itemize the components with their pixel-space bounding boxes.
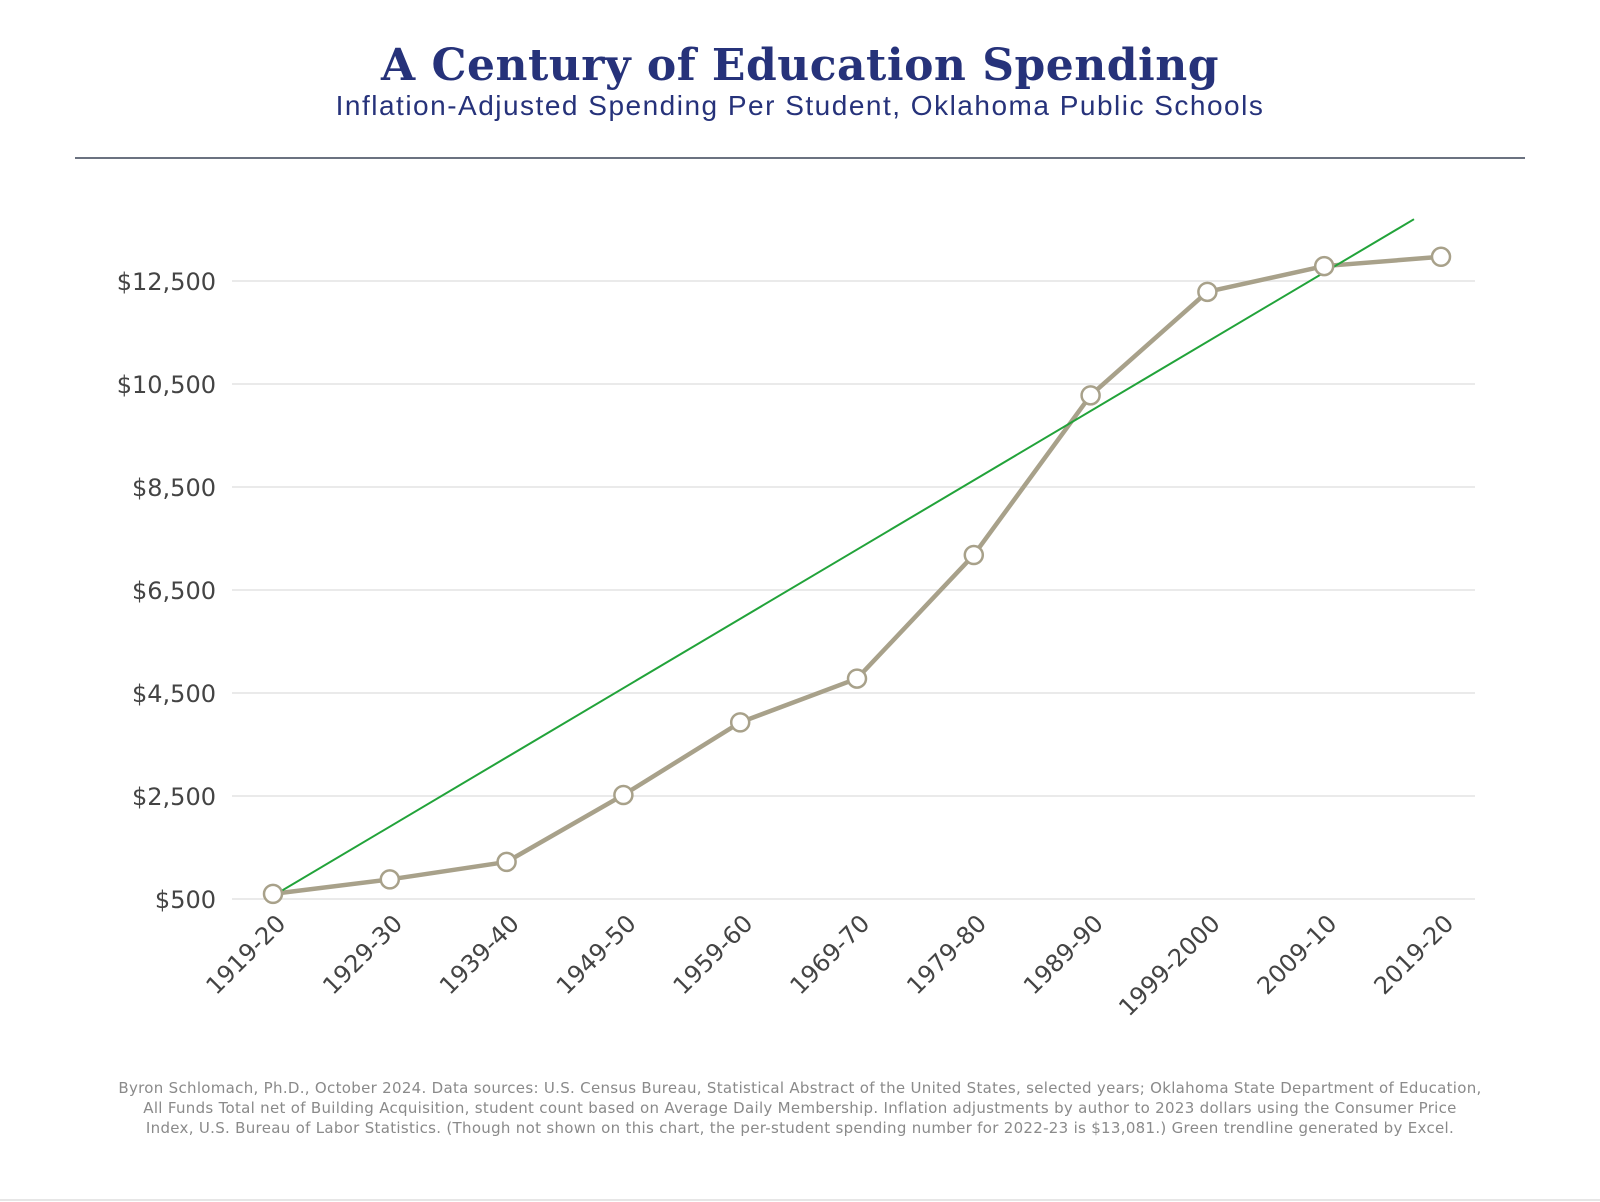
data-point — [613, 784, 634, 806]
y-tick-label: $500 — [155, 886, 216, 914]
source-note: Byron Schlomach, Ph.D., October 2024. Da… — [70, 1078, 1530, 1138]
data-point — [963, 544, 985, 566]
data-point — [1197, 281, 1218, 303]
x-tick-label: 1939-40 — [434, 909, 525, 1000]
line-chart: $500 $2,500 $4,500 $6,500 $8,500 $10,500 $12,5… — [117, 218, 1475, 1022]
data-point — [729, 712, 751, 733]
series-line — [270, 254, 1444, 897]
chart-title: A Century of Education Spending — [381, 40, 1219, 91]
x-tick-label: 1959-60 — [668, 909, 759, 1000]
x-tick-label: 1989-90 — [1018, 909, 1109, 1000]
data-point — [262, 883, 284, 905]
x-tick-label: 1929-30 — [317, 909, 408, 1000]
source-line-1: Byron Schlomach, Ph.D., October 2024. Da… — [118, 1079, 1482, 1097]
data-point — [1430, 246, 1452, 268]
y-tick-label: $2,500 — [132, 783, 216, 811]
x-tick-label: 1919-20 — [201, 909, 292, 1000]
data-point — [1313, 255, 1335, 277]
data-point — [846, 668, 868, 689]
x-tick-label: 1999-2000 — [1113, 909, 1225, 1021]
source-line-3: Index, U.S. Bureau of Labor Statistics. … — [145, 1119, 1455, 1137]
x-tick-label: 1979-80 — [901, 909, 992, 1000]
header-divider — [75, 157, 1525, 159]
source-line-2: All Funds Total net of Building Acquisit… — [143, 1099, 1457, 1117]
x-tick-label: 2019-20 — [1369, 909, 1460, 1000]
trendline — [272, 218, 1415, 897]
chart-subtitle: Inflation-Adjusted Spending Per Student,… — [335, 90, 1265, 121]
x-tick-label: 2009-10 — [1252, 909, 1343, 1000]
data-point — [496, 851, 517, 873]
data-point — [1080, 385, 1101, 406]
x-tick-label: 1969-70 — [785, 909, 876, 1000]
y-tick-label: $4,500 — [132, 680, 216, 708]
x-tick-label: 1949-50 — [551, 909, 642, 1000]
bottom-divider — [0, 1199, 1600, 1201]
data-point — [379, 869, 401, 890]
y-tick-label: $8,500 — [132, 474, 216, 502]
y-tick-label: $6,500 — [132, 577, 216, 605]
y-tick-label: $12,500 — [117, 268, 216, 296]
y-tick-label: $10,500 — [117, 371, 216, 399]
